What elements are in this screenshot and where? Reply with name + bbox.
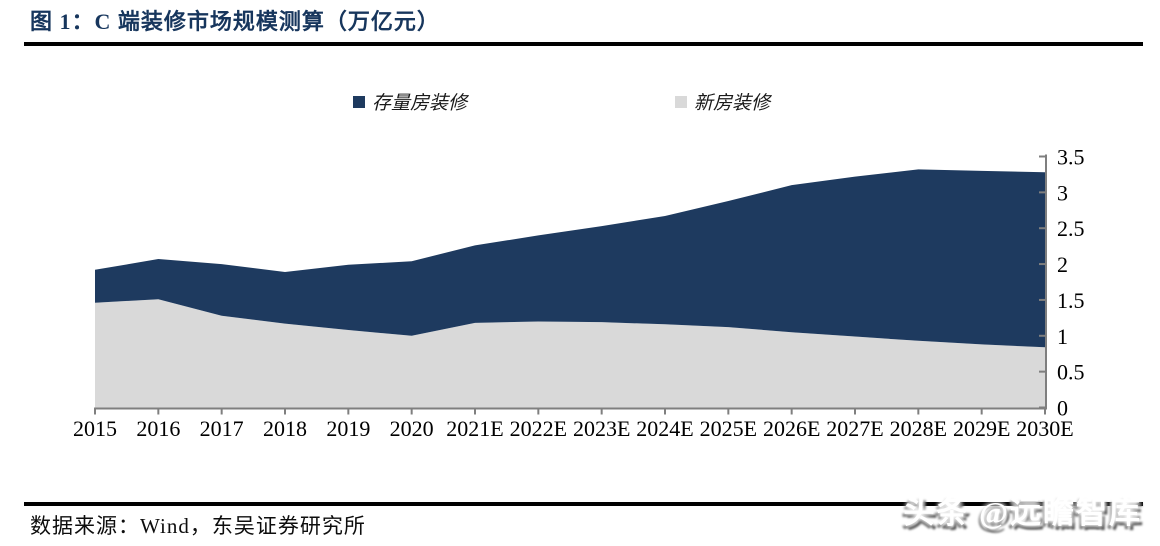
x-tick-label: 2030E [1016, 416, 1073, 441]
legend-label-new-home: 新房装修 [694, 93, 771, 114]
x-tick-label: 2027E [826, 416, 883, 441]
x-tick-label: 2028E [890, 416, 947, 441]
data-source: 数据来源：Wind，东吴证券研究所 [30, 514, 366, 538]
x-tick-label: 2022E [510, 416, 567, 441]
footer-divider [24, 502, 1143, 506]
x-tick-label: 2026E [763, 416, 820, 441]
x-tick-label: 2025E [700, 416, 757, 441]
y-tick-label: 3.5 [1057, 145, 1085, 170]
existing-home-area [95, 169, 1045, 348]
y-tick-label: 0.5 [1057, 360, 1085, 385]
x-tick-label: 2015 [73, 416, 117, 441]
x-tick-label: 2024E [636, 416, 693, 441]
legend-label-existing-home: 存量房装修 [372, 93, 468, 114]
x-tick-label: 2019 [326, 416, 370, 441]
watermark: 头条 @远瞻智库 [903, 495, 1142, 530]
y-tick-label: 2 [1057, 252, 1068, 277]
x-tick-label: 2021E [446, 416, 503, 441]
y-tick-label: 0 [1057, 396, 1068, 421]
x-tick-label: 2023E [573, 416, 630, 441]
y-tick-label: 2.5 [1057, 216, 1085, 241]
x-tick-label: 2016 [136, 416, 180, 441]
new-home-area [95, 299, 1045, 408]
legend-item-new-home-renovation: 新房装修 [675, 88, 770, 115]
legend-swatch-existing-home [353, 95, 365, 108]
y-tick-label: 1 [1057, 324, 1068, 349]
legend-swatch-new-home [675, 95, 687, 108]
x-tick-label: 2020 [390, 416, 434, 441]
legend-item-existing-home-renovation: 存量房装修 [353, 88, 467, 115]
y-tick-label: 3 [1057, 180, 1068, 205]
x-tick-label: 2029E [953, 416, 1010, 441]
x-tick-label: 2018 [263, 416, 307, 441]
y-tick-label: 1.5 [1057, 288, 1085, 313]
header-divider [24, 42, 1143, 46]
figure-title: 图 1：C 端装修市场规模测算（万亿元） [30, 9, 440, 34]
x-tick-label: 2017 [200, 416, 244, 441]
